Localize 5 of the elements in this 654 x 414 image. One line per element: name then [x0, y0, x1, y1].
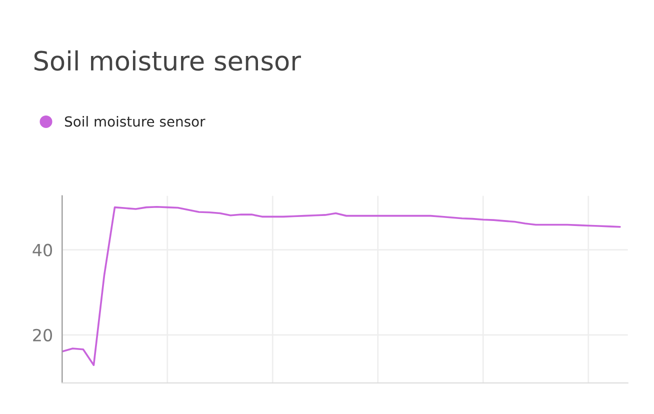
y-tick-label: 40 [32, 244, 52, 256]
y-tick-label: 20 [33, 328, 52, 342]
chart-title: Soil moisture sensor [34, 50, 301, 71]
line-series [62, 206, 621, 366]
legend-label: Soil moisture sensor [64, 116, 206, 127]
